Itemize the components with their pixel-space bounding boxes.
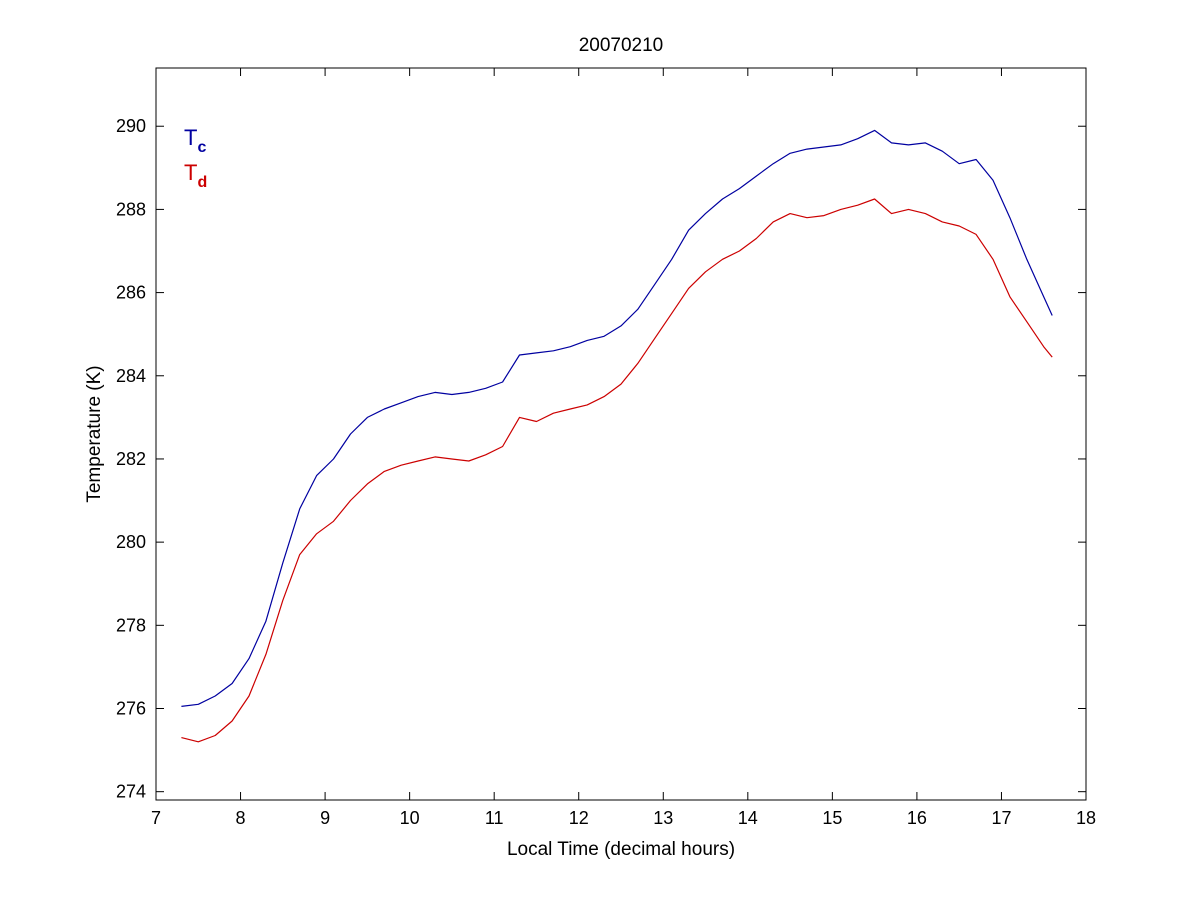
chart-title: 20070210 bbox=[579, 35, 664, 56]
x-tick-label: 18 bbox=[1076, 808, 1096, 828]
y-tick-label: 284 bbox=[116, 366, 146, 386]
y-tick-label: 286 bbox=[116, 283, 146, 303]
legend-tc-subscript: c bbox=[197, 139, 206, 156]
legend-entry-tc: Tc bbox=[184, 125, 206, 156]
y-tick-label: 276 bbox=[116, 699, 146, 719]
x-tick-label: 16 bbox=[907, 808, 927, 828]
series-line-tc bbox=[181, 129, 1053, 707]
y-tick-label: 290 bbox=[116, 116, 146, 136]
y-tick-label: 278 bbox=[116, 615, 146, 635]
legend-entry-td: Td bbox=[184, 160, 207, 191]
axis-ticks: 7 8 9 10 11 12 13 14 15 16 17 18 274 276 278 280 282 284 2… bbox=[116, 68, 1096, 828]
x-tick-label: 14 bbox=[738, 808, 758, 828]
x-tick-label: 9 bbox=[320, 808, 330, 828]
x-tick-label: 15 bbox=[822, 808, 842, 828]
x-tick-label: 12 bbox=[569, 808, 589, 828]
x-tick-label: 10 bbox=[400, 808, 420, 828]
plot-area bbox=[155, 67, 1087, 801]
y-axis-title: Temperature (K) bbox=[84, 365, 105, 502]
x-tick-label: 11 bbox=[485, 808, 504, 828]
x-tick-label: 13 bbox=[653, 808, 673, 828]
y-tick-label: 288 bbox=[116, 199, 146, 219]
legend-td-main: T bbox=[184, 160, 197, 185]
x-tick-label: 17 bbox=[991, 808, 1011, 828]
legend: Tc Td bbox=[184, 125, 207, 191]
series-line-td bbox=[181, 198, 1053, 743]
y-tick-label: 280 bbox=[116, 532, 146, 552]
legend-td-subscript: d bbox=[197, 174, 207, 191]
series-lines bbox=[181, 129, 1053, 743]
y-tick-label: 274 bbox=[116, 782, 146, 802]
y-tick-label: 282 bbox=[116, 449, 146, 469]
x-axis-title: Local Time (decimal hours) bbox=[507, 839, 735, 860]
x-tick-label: 7 bbox=[151, 808, 161, 828]
legend-tc-main: T bbox=[184, 125, 197, 150]
x-tick-label: 8 bbox=[236, 808, 246, 828]
